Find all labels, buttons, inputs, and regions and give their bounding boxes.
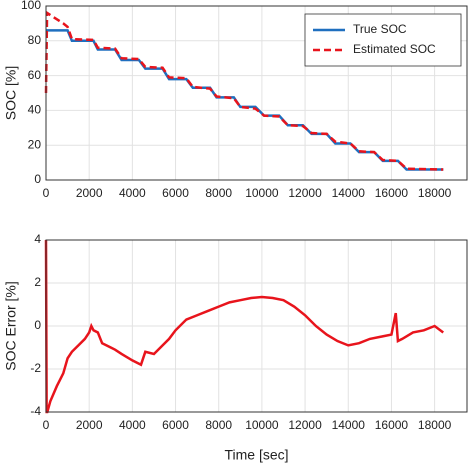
x-tick-label: 8000 (205, 418, 232, 432)
y-tick-label: 60 (28, 68, 42, 82)
x-tick-label: 6000 (162, 418, 189, 432)
x-tick-label: 0 (43, 418, 50, 432)
x-tick-label: 4000 (119, 186, 146, 200)
y-tick-label: -4 (30, 404, 41, 418)
x-tick-label: 18000 (418, 186, 452, 200)
y-tick-label: 0 (34, 172, 41, 186)
x-tick-label: 18000 (418, 418, 452, 432)
x-tick-label: 10000 (245, 186, 279, 200)
x-tick-label: 12000 (288, 418, 322, 432)
x-tick-label: 10000 (245, 418, 279, 432)
x-tick-label: 8000 (205, 186, 232, 200)
x-tick-label: 12000 (288, 186, 322, 200)
data-line (44, 239, 444, 414)
legend-box (304, 13, 462, 67)
x-axis-label: Time [sec] (224, 447, 288, 463)
legend-label: Estimated SOC (353, 42, 436, 56)
y-tick-label: 0 (34, 318, 41, 332)
y-axis-label: SOC Error [%] (3, 281, 19, 370)
axes-frame (45, 239, 468, 413)
legend-label: True SOC (353, 22, 407, 36)
x-tick-label: 6000 (162, 186, 189, 200)
y-tick-label: 80 (28, 33, 42, 47)
x-tick-label: 2000 (76, 418, 103, 432)
axes-frame (45, 5, 468, 181)
x-tick-label: 2000 (76, 186, 103, 200)
x-tick-label: 14000 (332, 418, 366, 432)
y-tick-label: -2 (30, 361, 41, 375)
y-tick-label: 100 (21, 0, 41, 12)
x-tick-label: 4000 (119, 418, 146, 432)
x-tick-label: 16000 (375, 418, 409, 432)
y-tick-label: 2 (34, 275, 41, 289)
y-tick-label: 20 (28, 137, 42, 151)
data-line (44, 10, 444, 171)
y-tick-label: 40 (28, 103, 42, 117)
x-tick-label: 0 (43, 186, 50, 200)
x-tick-label: 16000 (375, 186, 409, 200)
y-axis-label: SOC [%] (3, 66, 19, 120)
x-tick-label: 14000 (332, 186, 366, 200)
y-tick-label: 4 (34, 232, 41, 246)
